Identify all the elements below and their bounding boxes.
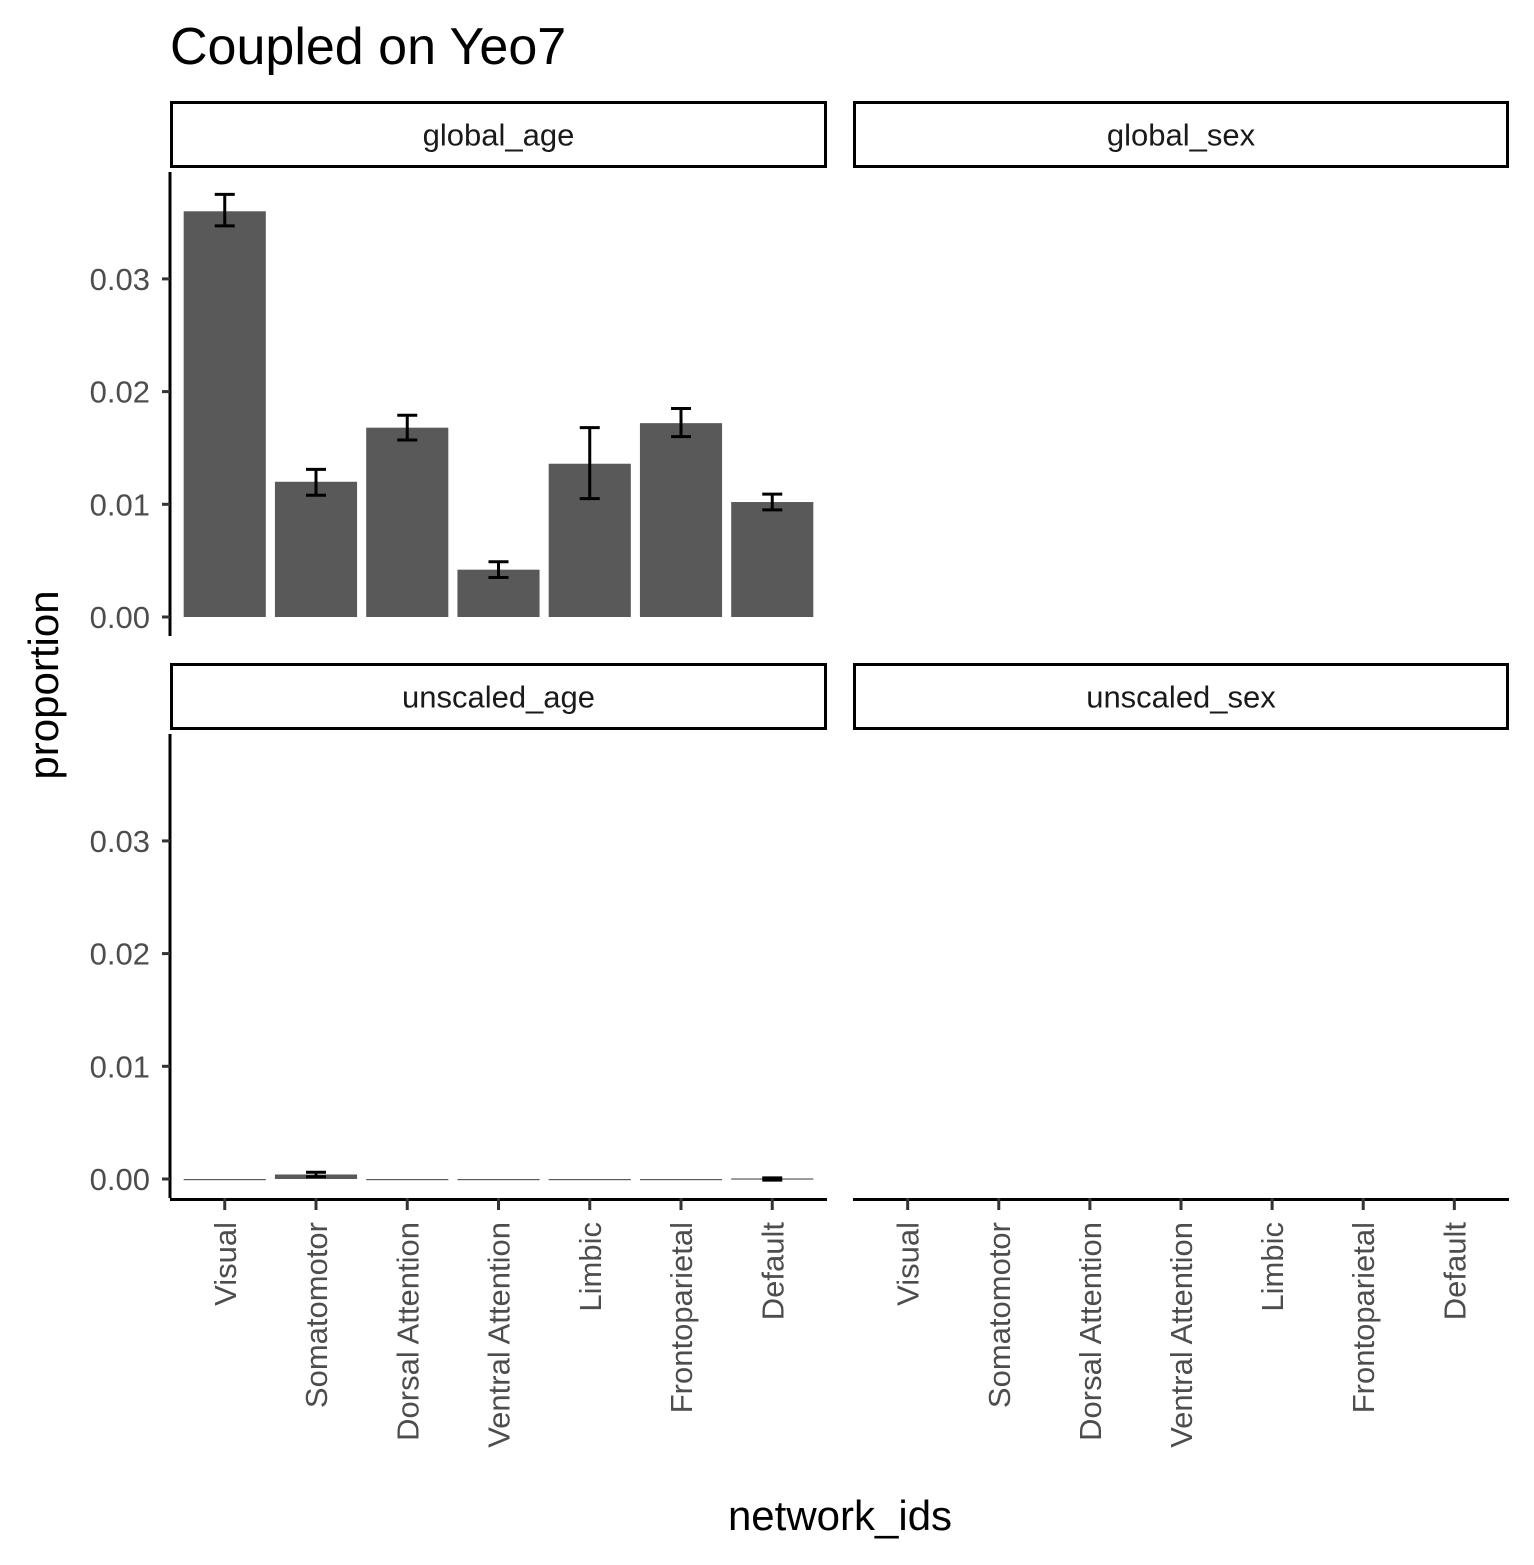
bar-visual	[183, 211, 266, 617]
y-tick-label: 0.02	[90, 375, 150, 410]
y-tick-label: 0.00	[90, 600, 150, 635]
bar-frontoparietal	[639, 423, 723, 617]
facet-strip	[853, 101, 1509, 168]
chart-title: Coupled on Yeo7	[170, 18, 566, 76]
x-tick-label: Visual	[208, 1222, 243, 1306]
panel-unscaled-age: unscaled_age 0.00 0.01 0.02 0.03 Visual Somato…	[90, 663, 827, 1448]
facet-strip-label: global_sex	[1107, 118, 1256, 153]
bar-dorsal-attention	[366, 1179, 449, 1181]
x-tick-label: Dorsal Attention	[1073, 1222, 1108, 1441]
error-bar	[397, 413, 418, 442]
bar-dorsal-attention	[366, 427, 449, 617]
facet-panels: global_age 0.00 0.01 0.02 0.03 global_sexunsc…	[90, 101, 1509, 1448]
error-bar	[306, 467, 326, 497]
x-tick-label: Default	[755, 1222, 790, 1321]
x-tick-label: Somatomotor	[982, 1222, 1017, 1408]
y-tick-label: 0.03	[90, 824, 150, 859]
bar-ventral-attention	[457, 1179, 540, 1181]
bar-limbic	[548, 1179, 631, 1181]
x-tick-label: Somatomotor	[299, 1222, 334, 1408]
bar-default	[731, 502, 814, 617]
x-axis-title: network_ids	[728, 1492, 952, 1539]
x-tick-label: Frontoparietal	[1346, 1222, 1381, 1413]
error-bar	[762, 1176, 783, 1182]
error-bar	[671, 407, 691, 439]
error-bar	[762, 492, 783, 512]
x-tick-label: Ventral Attention	[1164, 1222, 1199, 1448]
error-bar	[579, 426, 600, 501]
x-tick-label: Limbic	[1255, 1222, 1290, 1312]
y-tick-label: 0.03	[90, 262, 150, 297]
facet-strip	[853, 663, 1509, 730]
y-tick-label: 0.01	[90, 1049, 150, 1084]
panel-unscaled-sex: unscaled_sex Visual Somatomotor Dorsal Atte…	[853, 663, 1509, 1448]
y-axis-title: proportion	[20, 590, 67, 779]
x-tick-label: Default	[1437, 1222, 1472, 1321]
error-bar	[306, 1170, 326, 1179]
x-tick-label: Ventral Attention	[482, 1222, 517, 1448]
y-tick-label: 0.00	[90, 1162, 150, 1197]
y-tick-label: 0.01	[90, 487, 150, 522]
bar-frontoparietal	[639, 1179, 723, 1181]
panel-global-age: global_age 0.00 0.01 0.02 0.03	[90, 101, 827, 636]
panel-global-sex: global_sex	[853, 101, 1509, 168]
y-tick-label: 0.02	[90, 937, 150, 972]
error-bar	[214, 192, 235, 228]
x-tick-label: Frontoparietal	[664, 1222, 699, 1413]
bar-somatomotor	[274, 481, 358, 617]
error-bar	[488, 560, 509, 580]
facet-strip-label: unscaled_age	[402, 680, 595, 715]
x-tick-label: Visual	[891, 1222, 926, 1306]
x-tick-label: Dorsal Attention	[390, 1222, 425, 1441]
facet-strip-label: global_age	[423, 118, 575, 153]
facet-strip-label: unscaled_sex	[1086, 680, 1276, 715]
facet-strip	[170, 101, 827, 168]
facet-strip	[170, 663, 827, 730]
x-tick-label: Limbic	[573, 1222, 608, 1312]
bar-visual	[183, 1179, 266, 1181]
